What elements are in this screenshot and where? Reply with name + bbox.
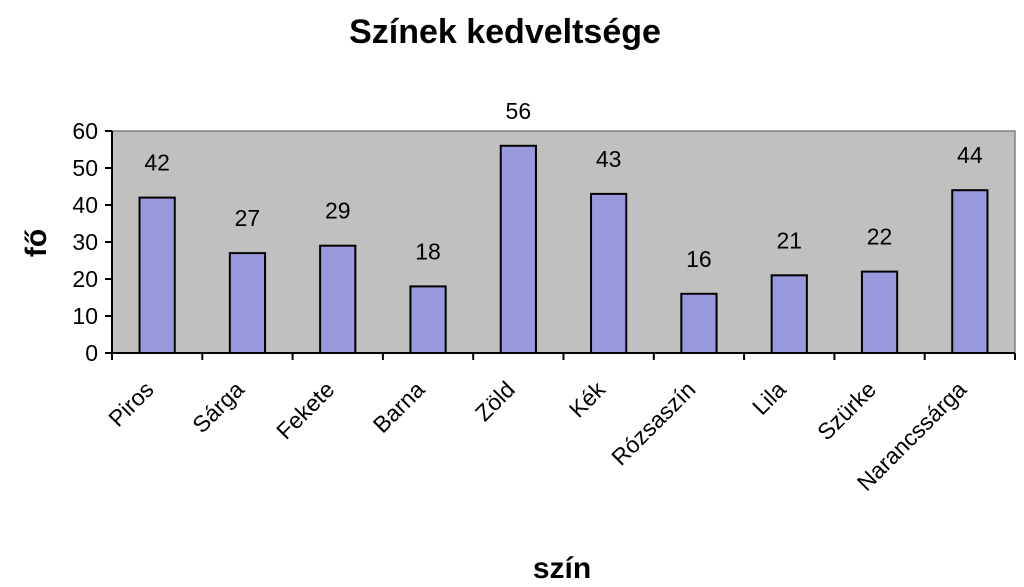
category-label: Szürke (812, 376, 881, 445)
category-label: Fekete (271, 376, 339, 444)
bar (860, 270, 899, 355)
data-label: 22 (867, 224, 893, 250)
category-label: Kék (564, 376, 611, 423)
bar (680, 292, 718, 354)
bar (770, 274, 808, 354)
category-label: Zöld (470, 376, 520, 426)
y-axis: 0 10 20 30 40 50 60 (72, 118, 113, 366)
data-label: 43 (596, 146, 622, 172)
y-tick-label: 30 (72, 229, 98, 255)
bar (319, 244, 357, 354)
data-label: 21 (776, 227, 802, 253)
bar (590, 192, 628, 354)
bar (228, 252, 267, 355)
bar (409, 285, 447, 354)
bar (138, 196, 176, 354)
y-tick-label: 10 (72, 303, 98, 329)
category-label: Rózsaszín (606, 376, 700, 470)
y-tick-label: 50 (72, 155, 98, 181)
x-axis-title: szín (533, 552, 591, 585)
data-label: 29 (325, 198, 351, 224)
data-label: 18 (415, 238, 441, 264)
bar (499, 144, 537, 354)
y-tick-label: 60 (72, 118, 98, 144)
data-label: 44 (957, 142, 983, 168)
bar-series (138, 144, 989, 355)
data-label: 16 (686, 246, 712, 272)
category-label: Lila (747, 376, 791, 420)
chart-title: Színek kedveltsége (349, 13, 661, 51)
y-axis-title: fő (20, 229, 53, 257)
category-label: Piros (103, 376, 158, 431)
category-label: Barna (368, 376, 430, 438)
category-label: Sárga (187, 376, 249, 438)
data-label: 27 (235, 205, 261, 231)
data-labels: 42 27 29 18 56 43 16 21 22 44 (144, 98, 982, 272)
y-tick-label: 40 (72, 192, 98, 218)
x-axis (111, 352, 1016, 360)
data-label: 42 (144, 150, 170, 176)
data-label: 56 (506, 98, 532, 124)
y-tick-label: 0 (85, 340, 98, 366)
bar (951, 189, 989, 354)
y-tick-label: 20 (72, 266, 98, 292)
